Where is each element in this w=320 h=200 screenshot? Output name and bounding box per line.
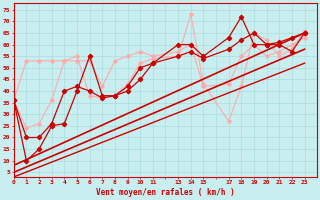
X-axis label: Vent moyen/en rafales ( km/h ): Vent moyen/en rafales ( km/h ) [96,188,235,197]
